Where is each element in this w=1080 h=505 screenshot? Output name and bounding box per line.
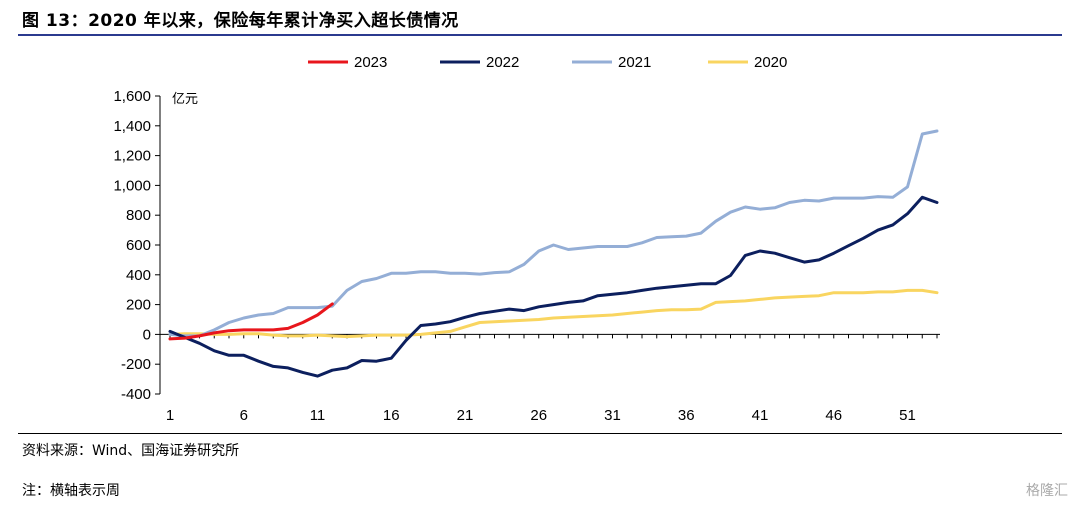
x-tick-label: 51: [899, 407, 916, 424]
series-line-2022: [168, 195, 939, 378]
series-line-2020: [168, 288, 939, 339]
x-tick-label: 1: [166, 407, 174, 424]
watermark-logo: 格隆汇: [1026, 483, 1068, 499]
legend-label-2023: 2023: [354, 54, 387, 71]
x-tick-label: 46: [825, 407, 842, 424]
series-line-2021: [168, 129, 939, 338]
chart-legend: 2023 2022 2021 2020: [308, 54, 787, 71]
x-tick-label: 16: [383, 407, 400, 424]
x-tick-label: 6: [240, 407, 248, 424]
chart-series: [168, 129, 939, 378]
line-chart: 2023 2022 2021 2020 -400 -200 0 200 400 600 800 1,…: [113, 54, 940, 424]
x-tick-label: 31: [604, 407, 621, 424]
y-tick-label: -400: [121, 386, 151, 403]
x-tick-label: 41: [752, 407, 769, 424]
chart-title: 图 13：2020 年以来，保险每年累计净买入超长债情况: [22, 11, 459, 31]
source-note: 资料来源：Wind、国海证券研究所: [22, 443, 240, 459]
y-tick-label: 400: [126, 267, 151, 284]
title-divider: [18, 34, 1062, 36]
y-tick-label: 0: [143, 326, 151, 343]
x-tick-label: 36: [678, 407, 695, 424]
legend-label-2022: 2022: [486, 54, 519, 71]
x-tick-label: 26: [530, 407, 547, 424]
legend-label-2021: 2021: [618, 54, 651, 71]
axis-note: 注：横轴表示周: [22, 483, 120, 499]
y-tick-label: 600: [126, 237, 151, 254]
y-tick-label: 1,600: [113, 88, 151, 105]
y-tick-label: -200: [121, 356, 151, 373]
x-tick-label: 11: [310, 407, 326, 424]
x-tick-label: 21: [457, 407, 474, 424]
footer-divider: [18, 433, 1062, 434]
y-tick-label: 800: [126, 207, 151, 224]
y-tick-label: 1,200: [113, 148, 151, 165]
y-tick-label: 1,000: [113, 177, 151, 194]
y-tick-label: 200: [126, 297, 151, 314]
chart-axes: -400 -200 0 200 400 600 800 1,000 1,200 1,400 1,60…: [113, 88, 940, 424]
y-axis-unit-label: 亿元: [172, 92, 198, 107]
series-line-2023: [168, 302, 334, 341]
y-tick-label: 1,400: [113, 118, 151, 135]
legend-label-2020: 2020: [754, 54, 787, 71]
